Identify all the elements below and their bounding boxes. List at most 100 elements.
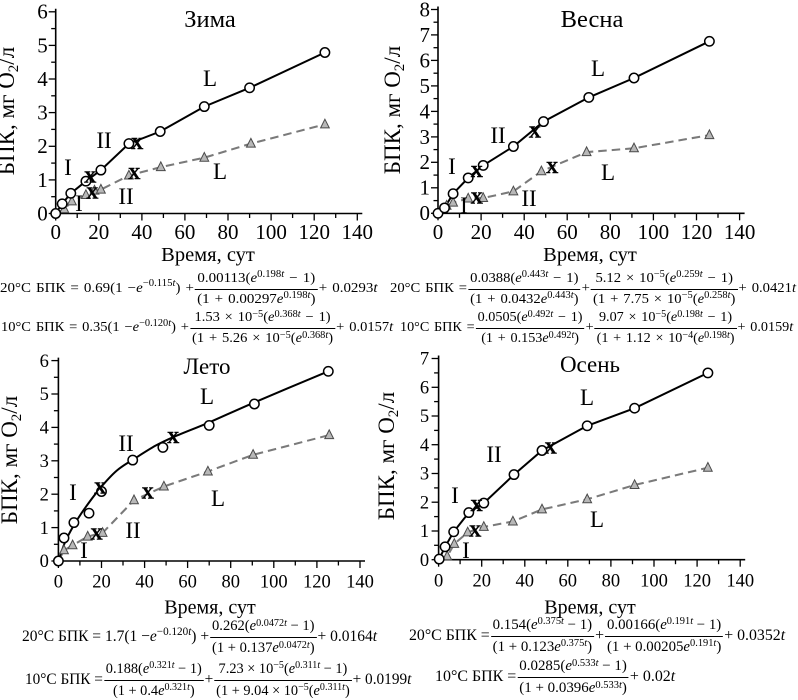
svg-text:3: 3 bbox=[420, 465, 429, 485]
svg-text:X: X bbox=[529, 123, 542, 142]
svg-text:0: 0 bbox=[40, 552, 49, 572]
svg-text:L: L bbox=[591, 56, 605, 81]
svg-text:6: 6 bbox=[420, 48, 431, 72]
svg-text:0: 0 bbox=[434, 571, 443, 591]
svg-text:Лето: Лето bbox=[184, 354, 231, 379]
svg-text:20: 20 bbox=[92, 573, 111, 593]
svg-text:1: 1 bbox=[40, 519, 49, 539]
svg-text:0: 0 bbox=[433, 220, 444, 244]
svg-text:II: II bbox=[96, 128, 111, 153]
svg-text:140: 140 bbox=[724, 220, 756, 244]
svg-text:X: X bbox=[142, 484, 155, 503]
svg-text:60: 60 bbox=[178, 573, 197, 593]
svg-text:БПК, мг О2/л: БПК, мг О2/л bbox=[0, 396, 25, 524]
svg-text:Время, сут: Время, сут bbox=[164, 597, 256, 619]
svg-text:X: X bbox=[471, 189, 484, 208]
svg-text:X: X bbox=[86, 184, 99, 203]
svg-text:100: 100 bbox=[255, 220, 287, 244]
svg-text:8: 8 bbox=[420, 0, 431, 21]
svg-text:I: I bbox=[462, 538, 470, 563]
svg-text:L: L bbox=[590, 507, 604, 532]
svg-text:L: L bbox=[213, 159, 227, 184]
svg-text:Зима: Зима bbox=[184, 6, 236, 33]
svg-text:БПК, мг О2/л: БПК, мг О2/л bbox=[0, 47, 22, 175]
svg-text:II: II bbox=[490, 123, 505, 148]
svg-text:X: X bbox=[167, 428, 180, 447]
svg-text:Осень: Осень bbox=[560, 352, 620, 377]
svg-text:1: 1 bbox=[420, 522, 429, 542]
svg-text:120: 120 bbox=[298, 220, 330, 244]
svg-text:X: X bbox=[544, 438, 557, 457]
svg-text:Время, сут: Время, сут bbox=[543, 244, 637, 266]
svg-text:40: 40 bbox=[131, 220, 152, 244]
svg-text:100: 100 bbox=[640, 571, 668, 591]
svg-text:Весна: Весна bbox=[561, 6, 624, 33]
svg-text:X: X bbox=[94, 479, 107, 498]
svg-text:100: 100 bbox=[638, 220, 670, 244]
svg-text:5: 5 bbox=[37, 33, 48, 57]
svg-text:4: 4 bbox=[37, 67, 48, 91]
svg-text:100: 100 bbox=[260, 573, 288, 593]
svg-text:140: 140 bbox=[346, 573, 374, 593]
svg-text:3: 3 bbox=[40, 452, 49, 472]
svg-text:L: L bbox=[580, 385, 594, 410]
svg-text:140: 140 bbox=[726, 571, 754, 591]
svg-text:2: 2 bbox=[37, 134, 48, 158]
svg-text:40: 40 bbox=[516, 571, 535, 591]
svg-text:0: 0 bbox=[420, 201, 431, 225]
svg-text:X: X bbox=[131, 134, 144, 153]
svg-text:4: 4 bbox=[40, 419, 49, 439]
svg-text:4: 4 bbox=[420, 99, 431, 123]
svg-text:5: 5 bbox=[420, 74, 431, 98]
svg-text:6: 6 bbox=[420, 379, 429, 399]
svg-text:L: L bbox=[601, 160, 615, 185]
svg-text:6: 6 bbox=[40, 352, 49, 372]
svg-text:L: L bbox=[203, 66, 217, 91]
svg-text:80: 80 bbox=[218, 220, 239, 244]
svg-text:20: 20 bbox=[472, 571, 491, 591]
svg-text:БПК, мг О2/л: БПК, мг О2/л bbox=[374, 392, 402, 520]
svg-text:X: X bbox=[90, 524, 103, 543]
svg-text:7: 7 bbox=[420, 23, 431, 47]
svg-text:X: X bbox=[84, 168, 97, 187]
svg-text:X: X bbox=[128, 164, 141, 183]
svg-text:120: 120 bbox=[681, 220, 713, 244]
svg-text:80: 80 bbox=[221, 573, 240, 593]
svg-text:X: X bbox=[470, 496, 483, 515]
svg-text:X: X bbox=[546, 158, 559, 177]
svg-text:Время, сут: Время, сут bbox=[544, 597, 636, 619]
svg-text:80: 80 bbox=[600, 220, 621, 244]
svg-text:2: 2 bbox=[40, 485, 49, 505]
svg-text:40: 40 bbox=[135, 573, 154, 593]
svg-text:I: I bbox=[75, 191, 83, 216]
svg-text:40: 40 bbox=[514, 220, 535, 244]
svg-text:7: 7 bbox=[420, 350, 429, 370]
svg-text:0: 0 bbox=[54, 573, 63, 593]
svg-text:0: 0 bbox=[50, 220, 61, 244]
svg-text:I: I bbox=[460, 193, 468, 218]
svg-text:60: 60 bbox=[559, 571, 578, 591]
svg-text:Время, сут: Время, сут bbox=[161, 244, 255, 266]
svg-text:II: II bbox=[118, 184, 133, 209]
svg-text:I: I bbox=[451, 483, 459, 508]
svg-text:5: 5 bbox=[40, 385, 49, 405]
svg-text:60: 60 bbox=[174, 220, 195, 244]
svg-text:I: I bbox=[448, 154, 456, 179]
svg-text:L: L bbox=[200, 384, 214, 409]
svg-text:X: X bbox=[471, 162, 484, 181]
svg-text:I: I bbox=[80, 538, 88, 563]
svg-text:БПК, мг О2/л: БПК, мг О2/л bbox=[380, 46, 408, 174]
svg-text:X: X bbox=[469, 522, 482, 541]
svg-text:II: II bbox=[521, 186, 536, 211]
svg-text:5: 5 bbox=[420, 407, 429, 427]
svg-text:80: 80 bbox=[602, 571, 621, 591]
svg-text:0: 0 bbox=[420, 551, 429, 571]
svg-text:2: 2 bbox=[420, 150, 431, 174]
svg-text:20: 20 bbox=[471, 220, 492, 244]
svg-text:II: II bbox=[486, 442, 501, 467]
svg-text:I: I bbox=[64, 155, 72, 180]
svg-text:4: 4 bbox=[420, 436, 429, 456]
svg-text:60: 60 bbox=[557, 220, 578, 244]
svg-text:II: II bbox=[118, 431, 133, 456]
svg-text:0: 0 bbox=[37, 201, 48, 225]
